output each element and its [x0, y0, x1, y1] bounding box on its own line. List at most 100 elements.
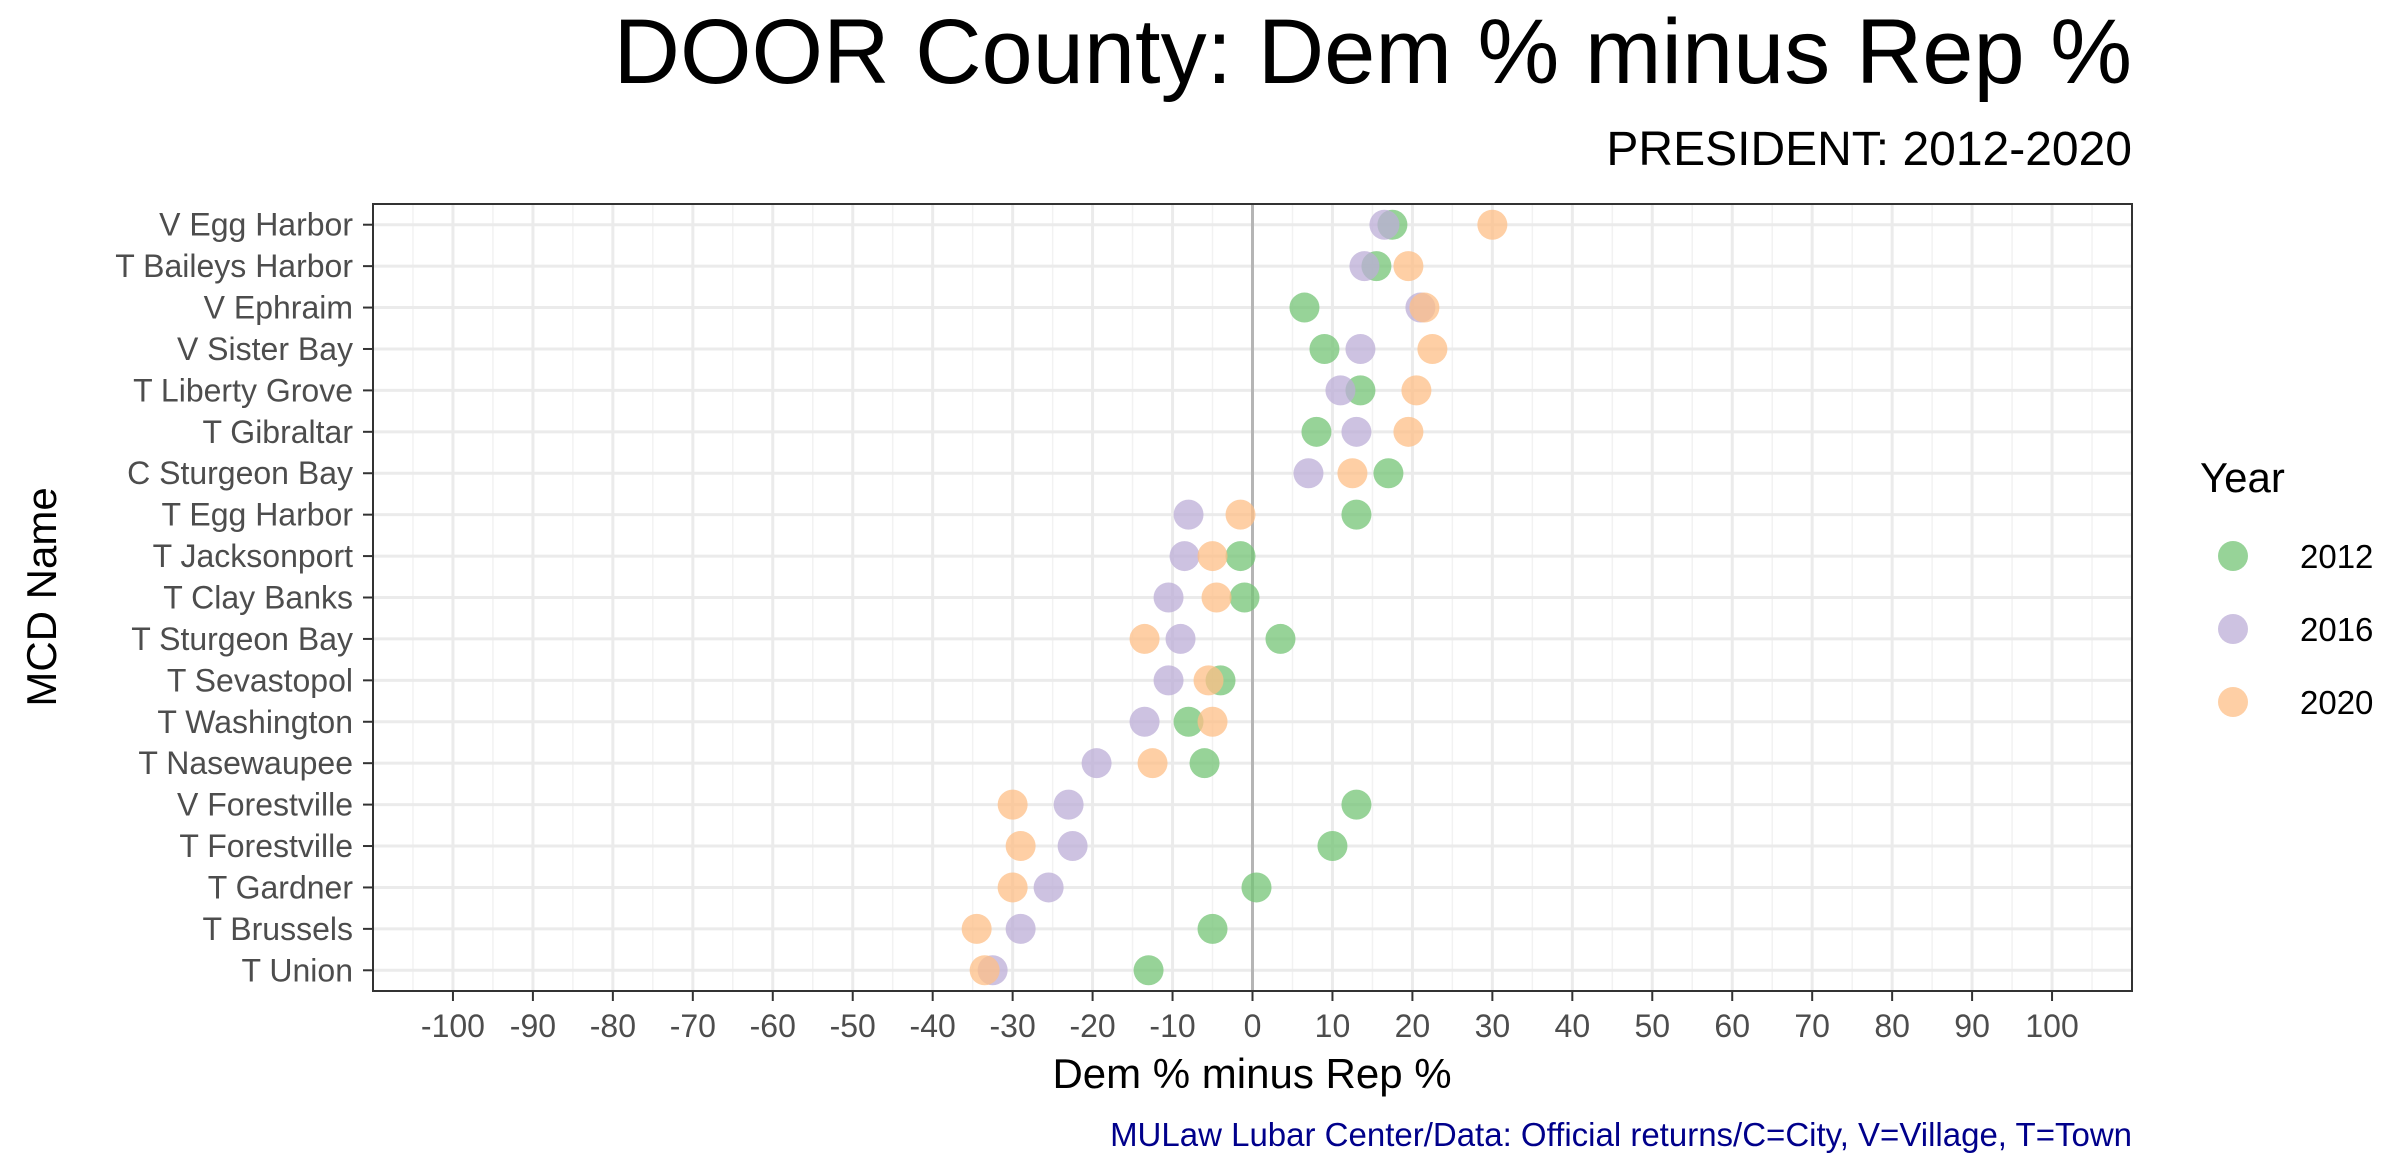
- x-tick-label: 70: [1794, 1008, 1830, 1044]
- legend-title: Year: [2200, 454, 2285, 501]
- x-tick-label: -50: [830, 1008, 876, 1044]
- point-2016: [1153, 665, 1184, 696]
- point-2012: [1197, 913, 1228, 944]
- point-2016: [1325, 375, 1356, 406]
- x-tick-label: -90: [510, 1008, 556, 1044]
- y-tick-label: V Sister Bay: [177, 331, 353, 367]
- point-2020: [1393, 251, 1424, 282]
- x-tick-label: -70: [670, 1008, 716, 1044]
- point-2012: [1317, 831, 1348, 862]
- x-axis: -100 -90 -80 -70 -60 -50 -40 -30 -20 -10 0 10 20 30 40…: [421, 991, 2079, 1044]
- y-tick-label: V Ephraim: [204, 290, 353, 326]
- x-tick-label: -10: [1149, 1008, 1195, 1044]
- point-2016: [1345, 333, 1376, 364]
- y-tick-label: T Liberty Grove: [133, 372, 353, 408]
- point-2020: [969, 955, 1000, 986]
- y-tick-label: T Clay Banks: [163, 580, 353, 616]
- y-tick-label: T Brussels: [202, 911, 353, 947]
- y-tick-label: T Gardner: [208, 869, 354, 905]
- x-tick-label: 100: [2025, 1008, 2078, 1044]
- x-tick-label: -60: [750, 1008, 796, 1044]
- point-2012: [1225, 541, 1256, 572]
- y-tick-label: T Egg Harbor: [162, 497, 354, 533]
- point-2012: [1189, 748, 1220, 779]
- point-2012: [1241, 872, 1272, 903]
- point-2016: [1129, 706, 1160, 737]
- point-2012: [1309, 333, 1340, 364]
- point-2016: [1369, 209, 1400, 240]
- point-2020: [1197, 541, 1228, 572]
- point-2016: [1341, 416, 1372, 447]
- y-tick-label: V Egg Harbor: [159, 207, 353, 243]
- point-2016: [1033, 872, 1064, 903]
- point-2020: [997, 789, 1028, 820]
- x-tick-label: 30: [1475, 1008, 1511, 1044]
- point-2012: [1133, 955, 1164, 986]
- legend-label-2012: 2012: [2300, 538, 2373, 575]
- x-tick-label: -40: [910, 1008, 956, 1044]
- x-tick-label: 20: [1395, 1008, 1431, 1044]
- point-2020: [1337, 458, 1368, 489]
- point-2016: [1057, 831, 1088, 862]
- plot-area: [372, 203, 2133, 992]
- point-2020: [1393, 416, 1424, 447]
- y-tick-label: T Nasewaupee: [138, 745, 353, 781]
- point-2020: [1197, 706, 1228, 737]
- point-2016: [1169, 541, 1200, 572]
- x-tick-label: -20: [1069, 1008, 1115, 1044]
- point-2020: [1137, 748, 1168, 779]
- legend: Year 2012 2016 2020: [2200, 454, 2373, 721]
- point-2016: [1081, 748, 1112, 779]
- x-tick-label: -100: [421, 1008, 485, 1044]
- y-tick-label: T Jacksonport: [153, 538, 354, 574]
- y-tick-label: T Sturgeon Bay: [131, 621, 353, 657]
- legend-key-2016: [2218, 614, 2248, 644]
- point-2020: [1129, 623, 1160, 654]
- y-tick-label: T Forestville: [179, 828, 353, 864]
- point-2016: [1349, 251, 1380, 282]
- y-tick-label: C Sturgeon Bay: [127, 455, 353, 491]
- point-2016: [1165, 623, 1196, 654]
- legend-label-2016: 2016: [2300, 611, 2373, 648]
- x-tick-label: 50: [1634, 1008, 1670, 1044]
- point-2012: [1173, 706, 1204, 737]
- x-tick-label: 90: [1954, 1008, 1990, 1044]
- legend-label-2020: 2020: [2300, 684, 2373, 721]
- point-2020: [961, 913, 992, 944]
- point-2016: [1293, 458, 1324, 489]
- point-2016: [1173, 499, 1204, 530]
- point-2020: [1225, 499, 1256, 530]
- x-tick-label: 10: [1315, 1008, 1351, 1044]
- point-2012: [1301, 416, 1332, 447]
- point-2012: [1265, 623, 1296, 654]
- point-2012: [1341, 499, 1372, 530]
- chart-subtitle: PRESIDENT: 2012-2020: [1606, 123, 2132, 176]
- y-tick-label: T Union: [242, 952, 353, 988]
- chart-caption: MULaw Lubar Center/Data: Official return…: [1110, 1116, 2132, 1153]
- x-tick-label: 80: [1874, 1008, 1910, 1044]
- point-2020: [1201, 582, 1232, 613]
- x-tick-label: 60: [1714, 1008, 1750, 1044]
- point-2016: [1153, 582, 1184, 613]
- y-tick-label: T Gibraltar: [202, 414, 353, 450]
- legend-items: 2012 2016 2020: [2218, 538, 2373, 721]
- y-tick-label: T Baileys Harbor: [115, 248, 353, 284]
- y-tick-label: T Sevastopol: [167, 662, 353, 698]
- point-2020: [1005, 831, 1036, 862]
- x-tick-label: -30: [990, 1008, 1036, 1044]
- data-points: [961, 209, 1508, 986]
- legend-key-2020: [2218, 687, 2248, 717]
- y-tick-label: T Washington: [157, 704, 353, 740]
- y-axis: V Egg Harbor T Baileys Harbor V Ephraim V S…: [115, 207, 373, 988]
- point-2012: [1289, 292, 1320, 323]
- point-2016: [1053, 789, 1084, 820]
- legend-key-2012: [2218, 541, 2248, 571]
- x-tick-label: -80: [590, 1008, 636, 1044]
- point-2012: [1341, 789, 1372, 820]
- x-tick-label: 40: [1555, 1008, 1591, 1044]
- point-2020: [1417, 333, 1448, 364]
- point-2012: [1373, 458, 1404, 489]
- chart-title: DOOR County: Dem % minus Rep %: [614, 1, 2132, 103]
- point-2020: [1409, 292, 1440, 323]
